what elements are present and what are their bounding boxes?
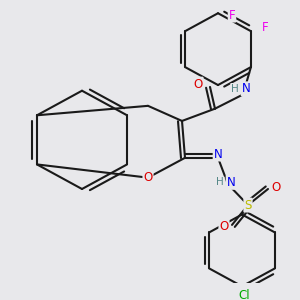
Text: O: O bbox=[272, 181, 280, 194]
Text: N: N bbox=[226, 176, 236, 189]
Text: O: O bbox=[219, 220, 229, 233]
Text: H: H bbox=[231, 84, 239, 94]
Text: Cl: Cl bbox=[238, 289, 250, 300]
Text: N: N bbox=[242, 82, 250, 95]
Text: O: O bbox=[143, 171, 153, 184]
Text: F: F bbox=[229, 9, 235, 22]
Text: O: O bbox=[194, 78, 202, 91]
Text: H: H bbox=[216, 177, 224, 188]
Text: N: N bbox=[214, 148, 222, 160]
Text: S: S bbox=[244, 199, 252, 212]
Text: F: F bbox=[262, 21, 268, 34]
